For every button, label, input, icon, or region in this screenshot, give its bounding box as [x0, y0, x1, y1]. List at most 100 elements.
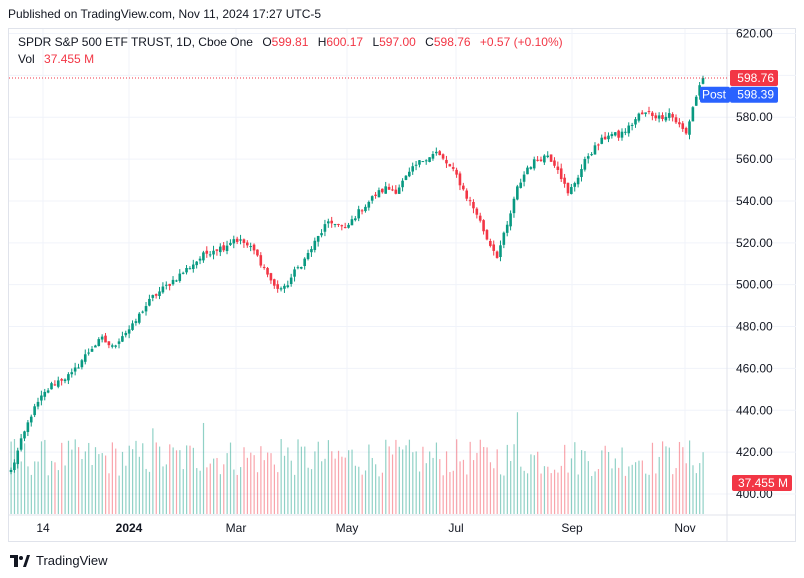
volume-bar	[37, 461, 39, 514]
volume-bar	[594, 471, 596, 514]
candle-body	[431, 154, 435, 159]
volume-bar	[550, 473, 552, 514]
candle-body	[73, 367, 77, 372]
volume-bar	[361, 474, 363, 514]
candle-body	[647, 111, 651, 113]
volume-bar	[523, 470, 525, 514]
candle-body	[144, 306, 148, 312]
volume-bar	[263, 460, 265, 514]
volume-bar	[462, 459, 465, 514]
volume-bar	[84, 451, 86, 514]
volume-bar	[307, 467, 309, 514]
volume-bar	[398, 446, 400, 514]
candle-body	[613, 132, 617, 136]
volume-bar	[267, 452, 269, 514]
candle-body	[576, 177, 580, 185]
chart-legend: SPDR S&P 500 ETF TRUST, 1D, Cboe One O59…	[18, 34, 563, 68]
candle-body	[218, 246, 222, 253]
candle-body	[482, 220, 485, 232]
candle-body	[468, 200, 472, 202]
candle-body	[539, 159, 543, 161]
volume-bar	[405, 445, 407, 514]
candle-body	[600, 137, 604, 144]
candle-body	[320, 233, 323, 236]
volume-bar	[435, 442, 438, 514]
volume-bar	[543, 466, 546, 514]
candle-body	[33, 406, 36, 416]
volume-bar	[624, 475, 627, 514]
volume-bar	[631, 464, 633, 514]
candle-body	[472, 202, 475, 209]
candle-body	[691, 107, 695, 122]
volume-bar	[290, 460, 292, 514]
x-tick-label: Nov	[674, 521, 695, 535]
x-tick-label: Mar	[226, 521, 247, 535]
candle-body	[634, 119, 637, 125]
volume-bar	[34, 461, 36, 514]
volume-bar	[591, 476, 593, 514]
volume-bar	[472, 460, 475, 514]
candle-body	[330, 220, 333, 224]
candle-body	[256, 249, 259, 256]
volume-label[interactable]: Vol	[18, 52, 35, 66]
volume-bar	[324, 458, 326, 514]
volume-bar	[67, 440, 70, 514]
candle-body	[110, 345, 114, 347]
candle-body	[137, 313, 141, 323]
y-tick-label: 580.00	[736, 110, 773, 124]
candle-body	[617, 130, 620, 138]
volume-bar	[344, 457, 346, 514]
volume-bar	[341, 456, 343, 514]
volume-bar	[159, 446, 161, 514]
volume-bar	[574, 442, 576, 514]
volume-bar	[226, 453, 228, 514]
volume-bar	[564, 444, 566, 514]
volume-bar	[628, 466, 630, 514]
volume-bar	[169, 444, 171, 514]
candle-body	[97, 339, 101, 346]
candle-body	[414, 164, 418, 166]
candle-body	[408, 171, 411, 177]
candle-body	[53, 384, 57, 386]
volume-bar	[236, 474, 238, 514]
y-tick-label: 420.00	[736, 445, 773, 459]
candle-body	[131, 323, 134, 330]
candle-body	[583, 159, 587, 170]
volume-bar	[614, 458, 616, 514]
candle-body	[26, 422, 30, 433]
volume-bar	[557, 472, 559, 514]
symbol-title[interactable]: SPDR S&P 500 ETF TRUST, 1D, Cboe One	[18, 35, 253, 49]
candle-body	[141, 311, 144, 313]
volume-bar	[489, 462, 492, 514]
volume-row: Vol 37.455 M	[18, 51, 563, 68]
volume-bar	[483, 446, 485, 514]
volume-bar	[199, 470, 201, 514]
volume-bar	[256, 472, 259, 514]
candle-body	[624, 131, 627, 133]
candle-body	[340, 225, 344, 227]
volume-bar	[310, 469, 313, 514]
volume-bar	[658, 456, 660, 514]
volume-bar	[665, 446, 667, 514]
tradingview-logo-icon[interactable]	[10, 555, 30, 567]
candle-body	[421, 161, 425, 163]
candle-body	[296, 267, 300, 269]
published-header: Published on TradingView.com, Nov 11, 20…	[0, 0, 804, 28]
last-price-badge: 598.76	[737, 71, 774, 85]
volume-bar	[280, 439, 282, 514]
candle-body	[360, 210, 364, 212]
volume-bar	[10, 441, 12, 514]
candle-body	[620, 131, 624, 138]
candle-body	[67, 374, 70, 381]
volume-bar	[375, 464, 377, 514]
candle-body	[698, 85, 701, 96]
volume-bar	[418, 471, 421, 514]
volume-bar	[513, 444, 515, 514]
candle-body	[438, 151, 442, 156]
volume-bar	[20, 461, 22, 514]
volume-bar	[172, 447, 174, 514]
footer-brand[interactable]: TradingView	[36, 553, 108, 568]
candle-body	[519, 182, 523, 188]
candle-body	[327, 221, 330, 224]
